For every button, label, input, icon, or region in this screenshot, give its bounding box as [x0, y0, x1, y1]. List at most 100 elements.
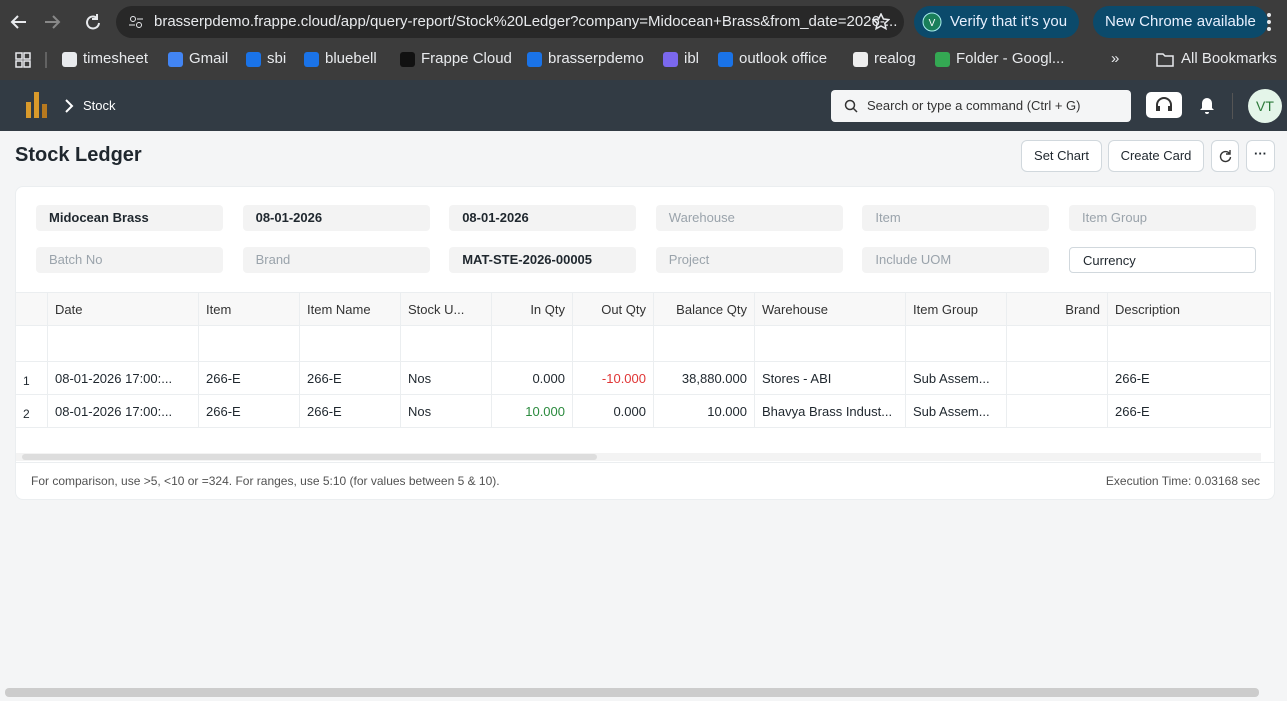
row-number: 2 [16, 395, 48, 427]
table-cell: -10.000 [573, 362, 654, 394]
bookmark-icon [718, 52, 733, 67]
all-bookmarks[interactable]: All Bookmarks [1181, 50, 1277, 67]
profile-prompt[interactable]: V Verify that it's you [914, 6, 1080, 38]
bookmark-icon [935, 52, 950, 67]
cell [16, 326, 48, 361]
column-header[interactable]: Stock U... [401, 293, 492, 325]
column-header[interactable]: Date [48, 293, 199, 325]
search-bar[interactable]: Search or type a command (Ctrl + G) [831, 90, 1131, 122]
bookmark[interactable]: outlook office [739, 50, 828, 67]
filter-input[interactable]: Project [655, 247, 843, 273]
filter-input[interactable]: Midocean Brass [36, 205, 223, 231]
column-filter[interactable] [573, 326, 654, 361]
column-filter[interactable] [300, 326, 401, 361]
filter-input[interactable]: Brand [242, 247, 430, 273]
filter-input[interactable]: Batch No [36, 247, 223, 273]
url: brasserpdemo.frappe.cloud/app/query-repo… [154, 13, 898, 30]
page-scrollbar[interactable] [5, 688, 1259, 697]
column-header[interactable]: Item Group [906, 293, 1007, 325]
table-cell: 0.000 [573, 395, 654, 427]
column-filter[interactable] [654, 326, 755, 361]
notifications[interactable] [1199, 97, 1215, 115]
set-chart-button[interactable]: Set Chart [1021, 140, 1102, 172]
table-cell: 10.000 [492, 395, 573, 427]
column-filter[interactable] [401, 326, 492, 361]
column-header[interactable]: Description [1108, 293, 1271, 325]
table-cell: 266-E [1108, 395, 1271, 427]
filter-input[interactable]: MAT-STE-2026-00005 [449, 247, 637, 273]
column-header[interactable]: Item Name [300, 293, 401, 325]
page-title: Stock Ledger [15, 144, 142, 166]
profile-text: Verify that it's you [950, 13, 1068, 30]
filter-input[interactable]: Currency [1069, 247, 1256, 273]
breadcrumb[interactable]: Stock [83, 98, 116, 113]
column-header[interactable]: Balance Qty [654, 293, 755, 325]
column-header[interactable]: In Qty [492, 293, 573, 325]
filter-input[interactable]: Warehouse [655, 205, 843, 231]
bookmark-icon [62, 52, 77, 67]
column-filter[interactable] [492, 326, 573, 361]
column-filter[interactable] [906, 326, 1007, 361]
bookmark[interactable]: sbi [267, 50, 287, 67]
filter-input[interactable]: Item [862, 205, 1050, 231]
table-cell: 0.000 [492, 362, 573, 394]
table-scrollbar[interactable] [22, 454, 597, 460]
table-row: 2 08-01-2026 17:00:... 266-E 266-E Nos 10.000… [16, 395, 1271, 428]
browser-chrome: brasserpdemo.frappe.cloud/app/query-repo… [0, 0, 1287, 80]
bookmark[interactable]: ibl [684, 50, 700, 67]
bookmark[interactable]: brasserpdemo [548, 50, 644, 67]
execution-time: Execution Time: 0.03168 sec [1105, 474, 1260, 488]
bookmark[interactable]: bluebell [325, 50, 377, 67]
menu[interactable] [1266, 12, 1272, 32]
table-cell: 266-E [1108, 362, 1271, 394]
filter-input[interactable]: 08-01-2026 [449, 205, 637, 231]
table-cell [1007, 362, 1108, 394]
column-header[interactable]: Warehouse [755, 293, 906, 325]
table-cell: Nos [401, 362, 492, 394]
column-header[interactable]: Brand [1007, 293, 1108, 325]
bookmark[interactable]: Frappe Cloud [421, 50, 512, 67]
table-cell: 266-E [300, 362, 401, 394]
bookmark[interactable]: timesheet [83, 50, 149, 67]
table-scroll-track [16, 453, 1261, 461]
app-logo[interactable] [24, 90, 54, 120]
bookmarks-overflow[interactable]: » [1111, 50, 1120, 67]
apps-icon[interactable] [15, 52, 55, 68]
report-card: Midocean Brass 08-01-2026 08-01-2026 Wareho… [15, 186, 1275, 500]
folder-icon [1156, 53, 1174, 67]
column-filter[interactable] [1108, 326, 1271, 361]
more-button[interactable]: ··· [1246, 140, 1275, 172]
footer-divider [16, 462, 1274, 463]
help-button[interactable] [1146, 92, 1182, 118]
filter-input[interactable]: 08-01-2026 [242, 205, 430, 231]
column-filter[interactable] [199, 326, 300, 361]
filter-row [16, 326, 1271, 362]
column-filter[interactable] [48, 326, 199, 361]
filter-input[interactable]: Include UOM [862, 247, 1050, 273]
nav-buttons[interactable] [8, 10, 108, 34]
bookmark-icon [246, 52, 261, 67]
table-cell: Bhavya Brass Indust... [755, 395, 906, 427]
bookmark[interactable]: Gmail [189, 50, 229, 67]
update-button[interactable]: New Chrome available [1093, 6, 1268, 38]
column-filter[interactable] [755, 326, 906, 361]
column-header[interactable]: Out Qty [573, 293, 654, 325]
table-cell: Sub Assem... [906, 395, 1007, 427]
create-card-button[interactable]: Create Card [1108, 140, 1204, 172]
bookmark[interactable]: realog [874, 50, 916, 67]
avatar[interactable]: VT [1248, 89, 1282, 123]
bookmark[interactable]: Folder - Googl... [956, 50, 1065, 67]
column-filter[interactable] [1007, 326, 1108, 361]
bookmark-icon [400, 52, 415, 67]
table-cell: 38,880.000 [654, 362, 755, 394]
table-cell: 08-01-2026 17:00:... [48, 395, 199, 427]
address-bar[interactable]: brasserpdemo.frappe.cloud/app/query-repo… [116, 6, 904, 38]
filter-input[interactable]: Item Group [1069, 205, 1256, 231]
table-cell: 266-E [300, 395, 401, 427]
refresh-button[interactable] [1211, 140, 1239, 172]
table-cell [1007, 395, 1108, 427]
table-header: Date Item Item Name Stock U... In Qty Out Qty… [16, 292, 1271, 326]
column-header[interactable]: Item [199, 293, 300, 325]
search-placeholder: Search or type a command (Ctrl + G) [867, 98, 1081, 113]
